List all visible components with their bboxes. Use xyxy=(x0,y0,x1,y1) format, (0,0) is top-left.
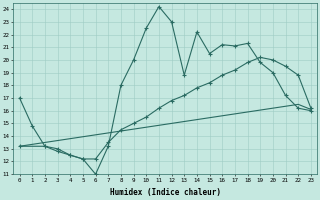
X-axis label: Humidex (Indice chaleur): Humidex (Indice chaleur) xyxy=(110,188,221,197)
